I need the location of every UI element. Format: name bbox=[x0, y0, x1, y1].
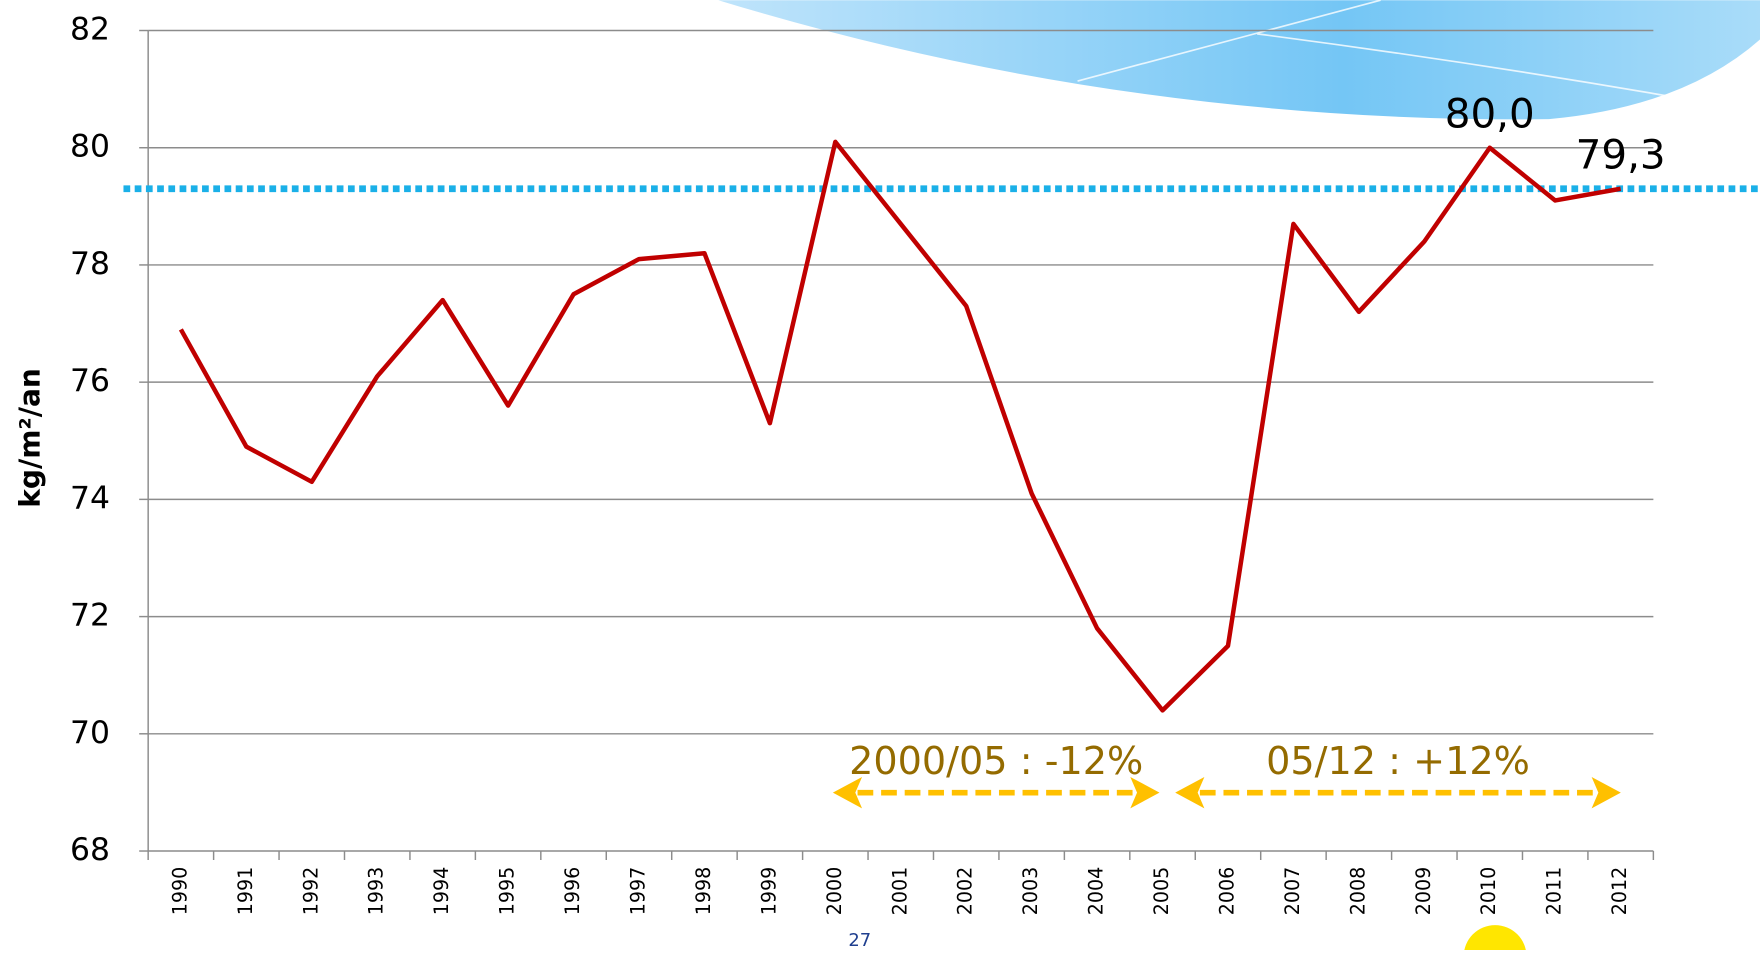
x-tick-label: 2012 bbox=[1609, 867, 1631, 916]
y-axis-label: kg/m²/an bbox=[13, 368, 46, 508]
y-tick-label: 78 bbox=[70, 246, 110, 282]
data-label: 80,0 bbox=[1445, 89, 1535, 137]
series-line bbox=[178, 139, 1622, 713]
x-tick-label: 2006 bbox=[1216, 867, 1238, 916]
arrow-head bbox=[832, 776, 863, 809]
x-tick-label: 1997 bbox=[627, 867, 649, 916]
y-tick-label: 74 bbox=[70, 480, 110, 516]
x-tick-label: 2001 bbox=[889, 867, 911, 916]
x-tick-label: 1996 bbox=[562, 867, 584, 916]
x-tick-label: 2005 bbox=[1151, 867, 1173, 916]
x-tick-label: 1994 bbox=[431, 867, 453, 916]
y-tick-label: 82 bbox=[70, 12, 110, 48]
x-tick-label: 2009 bbox=[1413, 867, 1435, 916]
arrow-head bbox=[1591, 776, 1621, 809]
arrow-head bbox=[1130, 776, 1160, 809]
x-tick-label: 1991 bbox=[235, 867, 257, 916]
decor-dot bbox=[1463, 925, 1527, 954]
y-tick-label: 80 bbox=[70, 129, 110, 165]
decor-swoosh-lines bbox=[1077, 0, 1760, 114]
x-tick-label: 2010 bbox=[1478, 867, 1500, 916]
x-tick-label: 1992 bbox=[300, 867, 322, 916]
x-tick-label: 2008 bbox=[1347, 867, 1369, 916]
y-tick-label: 68 bbox=[70, 832, 110, 868]
x-tick-label: 1993 bbox=[366, 867, 388, 916]
data-label: 79,3 bbox=[1576, 130, 1666, 178]
x-tick-label: 2004 bbox=[1086, 867, 1108, 916]
x-tick-label: 2000 bbox=[824, 867, 846, 916]
x-tick-label: 2011 bbox=[1544, 867, 1566, 916]
annotation-text: 2000/05 : -12% bbox=[849, 739, 1143, 783]
annotation-text: 05/12 : +12% bbox=[1266, 739, 1530, 783]
x-tick-label: 1990 bbox=[169, 867, 191, 916]
y-tick-label: 76 bbox=[70, 363, 110, 399]
x-tick-label: 2003 bbox=[1020, 867, 1042, 916]
x-tick-label: 2002 bbox=[955, 867, 977, 916]
x-tick-label: 1999 bbox=[758, 867, 780, 916]
arrow-head bbox=[1175, 776, 1205, 809]
x-tick-label: 1998 bbox=[693, 867, 715, 916]
y-tick-label: 70 bbox=[70, 715, 110, 751]
x-tick-label: 1995 bbox=[497, 867, 519, 916]
decor-swoosh bbox=[718, 0, 1760, 120]
y-tick-label: 72 bbox=[70, 598, 110, 634]
x-tick-label: 2007 bbox=[1282, 867, 1304, 916]
page-number: 27 bbox=[848, 930, 871, 950]
